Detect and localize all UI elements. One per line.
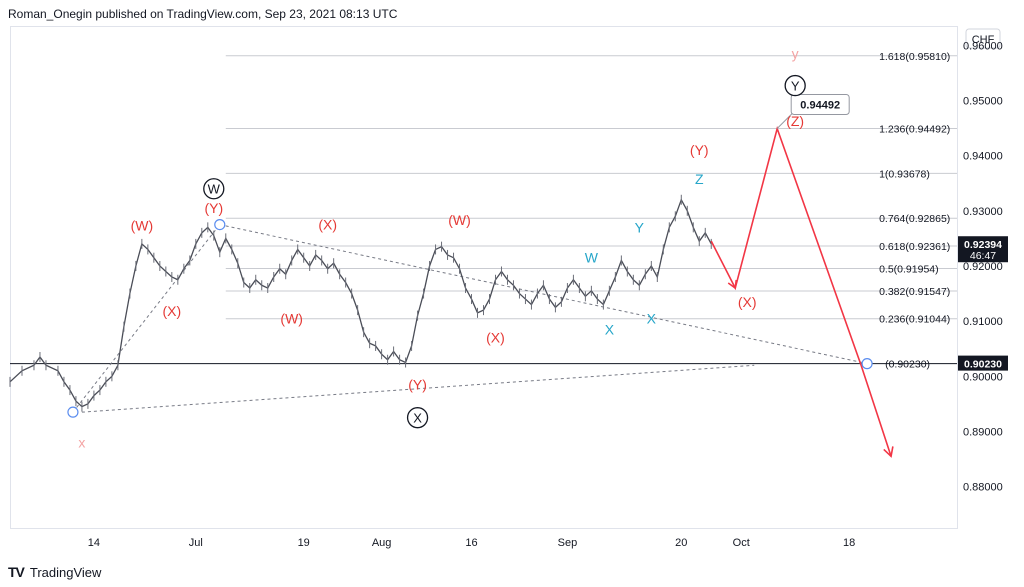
wave-label-circle: [784, 74, 806, 97]
price-tag-box[interactable]: [958, 236, 1008, 263]
fib-level-label: 1.618(0.95810): [879, 51, 950, 63]
anchor-marker[interactable]: [861, 358, 873, 370]
fib-level-label: 0.5(0.91954): [879, 264, 939, 276]
wave-label: (X): [486, 330, 505, 346]
x-tick-label: Sep: [558, 537, 578, 549]
wave-label: Y: [635, 219, 645, 235]
projection-path[interactable]: [710, 125, 892, 457]
wave-label: W: [208, 182, 221, 197]
currency-box[interactable]: [965, 28, 1001, 49]
y-tick-label: 0.89000: [963, 426, 1003, 438]
anchor-marker[interactable]: [214, 218, 226, 231]
trend-line-lower[interactable]: [81, 364, 755, 413]
publisher-header: Roman_Onegin published on TradingView.co…: [8, 7, 398, 21]
x-tick-label: 20: [675, 537, 687, 549]
y-tick-label: 0.96000: [963, 40, 1003, 52]
y-tick-label: 0.88000: [963, 482, 1003, 494]
y-tick-label: 0.90000: [963, 371, 1003, 383]
wave-label: (Y): [204, 200, 223, 216]
x-tick-label: 19: [298, 537, 310, 549]
fib-level-label: 0.236(0.91044): [879, 314, 950, 326]
fib-level-label: 0.382(0.91547): [879, 286, 950, 298]
footer-brand: TV TradingView: [8, 564, 101, 580]
wave-label-circle: [203, 178, 225, 200]
callout-label: 0.94492: [800, 99, 840, 111]
tradingview-brand-text: TradingView: [29, 564, 102, 580]
fib-level-label: 0.764(0.92865): [879, 213, 950, 225]
y-tick-label: 0.91000: [963, 316, 1003, 328]
x-tick-label: 14: [88, 537, 100, 549]
x-tick-label: Oct: [733, 537, 750, 549]
y-tick-label: 0.94000: [963, 151, 1003, 163]
callout-box[interactable]: [790, 93, 850, 115]
wave-label: (X): [318, 217, 337, 233]
wave-label: X: [647, 310, 657, 326]
wave-label: (X): [162, 303, 181, 319]
currency-label: CHF: [972, 34, 995, 46]
trend-line-upper[interactable]: [72, 224, 221, 413]
price-tag-box[interactable]: [958, 355, 1008, 371]
y-tick-label: 0.92000: [963, 261, 1003, 273]
wave-label: W: [585, 250, 599, 266]
wave-label: (Y): [690, 142, 709, 158]
fib-level-label: 0.618(0.92361): [879, 241, 950, 253]
wave-label: X: [413, 411, 422, 426]
fib-level-label: 1(0.93678): [879, 168, 930, 180]
x-tick-label: Aug: [372, 537, 392, 549]
projection-arrowhead: [883, 446, 894, 458]
wave-label: (W): [280, 310, 303, 326]
wave-label: (X): [738, 294, 757, 310]
wave-label: (W): [448, 212, 471, 228]
wave-label-circle: [406, 407, 429, 429]
price-series-line[interactable]: [9, 198, 712, 408]
wave-label: Z: [695, 171, 704, 187]
fib-level-label: 1.236(0.94492): [879, 123, 950, 135]
fib-level-label: (0.90230): [885, 359, 930, 371]
projection-turn-arrow: [727, 279, 738, 290]
trend-line-diagonal[interactable]: [219, 224, 868, 365]
price-tag-countdown: 46:47: [970, 250, 996, 262]
wave-label: (Z): [786, 113, 804, 129]
y-tick-label: 0.95000: [963, 95, 1003, 107]
wave-label: X: [605, 321, 615, 337]
x-tick-label: 16: [465, 537, 477, 549]
price-tag-label: 0.92394: [964, 239, 1002, 251]
wave-label: y: [792, 46, 799, 62]
y-tick-label: 0.93000: [963, 206, 1003, 218]
x-tick-label: 18: [843, 537, 855, 549]
wave-label: x: [78, 434, 85, 450]
anchor-marker[interactable]: [67, 406, 79, 418]
tradingview-logo-icon: TV: [8, 564, 25, 580]
price-tag-label: 0.90230: [964, 359, 1002, 371]
x-tick-label: Jul: [189, 537, 203, 549]
wave-label: Y: [791, 79, 800, 94]
wave-label: (Y): [408, 377, 427, 393]
wave-label: (W): [131, 218, 154, 234]
